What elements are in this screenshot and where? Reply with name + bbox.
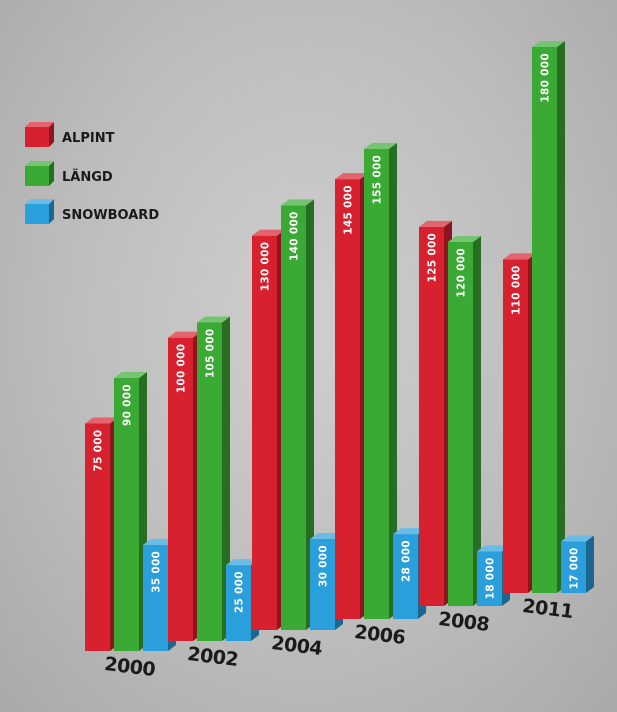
data-label: 18 000 bbox=[485, 557, 497, 599]
data-label: 25 000 bbox=[234, 571, 246, 613]
bar-side-face bbox=[306, 199, 314, 631]
bar-top-face bbox=[503, 253, 536, 260]
legend-swatch-top bbox=[25, 161, 54, 166]
legend-swatch bbox=[25, 127, 49, 147]
bar-front-face bbox=[114, 378, 139, 651]
bar-top-face bbox=[197, 316, 230, 323]
legend-swatch-side bbox=[49, 122, 54, 147]
bar-front-face bbox=[252, 235, 277, 630]
data-label: 105 000 bbox=[205, 329, 217, 379]
bar-top-face bbox=[364, 142, 397, 149]
bar-lngd-2008 bbox=[448, 236, 481, 606]
legend-item-alpint: ALPINT bbox=[25, 122, 115, 147]
bar-front-face bbox=[168, 337, 193, 641]
legend-swatch bbox=[25, 204, 49, 224]
bar-front-face bbox=[143, 544, 168, 651]
data-label: 28 000 bbox=[401, 540, 413, 582]
data-label: 120 000 bbox=[456, 248, 468, 298]
bar-top-face bbox=[393, 528, 426, 535]
data-label: 180 000 bbox=[540, 53, 552, 103]
data-label: 75 000 bbox=[93, 430, 105, 472]
data-label: 100 000 bbox=[176, 344, 188, 394]
bar-front-face bbox=[335, 179, 360, 619]
bar-front-face bbox=[448, 242, 473, 606]
data-label: 30 000 bbox=[318, 545, 330, 587]
bar-front-face bbox=[310, 539, 335, 630]
bar-front-face bbox=[393, 534, 418, 619]
legend-swatch bbox=[25, 166, 49, 186]
bar-front-face bbox=[561, 541, 586, 593]
bar-top-face bbox=[335, 173, 368, 180]
legend-swatch-side bbox=[49, 199, 54, 224]
data-label: 130 000 bbox=[260, 242, 272, 292]
bar-alpint-2006 bbox=[335, 173, 368, 619]
bar-snowboard-2011 bbox=[561, 535, 594, 593]
bar-lngd-2002 bbox=[197, 316, 230, 641]
bar-top-face bbox=[281, 199, 314, 206]
bar-front-face bbox=[419, 226, 444, 607]
bar-group-2008 bbox=[419, 220, 510, 607]
bar-group-2004 bbox=[252, 199, 343, 631]
bar-lngd-2004 bbox=[281, 199, 314, 631]
bar-group-2011 bbox=[503, 41, 594, 594]
bar-front-face bbox=[197, 322, 222, 641]
bar-top-face bbox=[448, 236, 481, 242]
data-label: 155 000 bbox=[372, 155, 384, 205]
bar-top-face bbox=[114, 372, 147, 378]
bar-top-face bbox=[143, 538, 176, 545]
bar-top-face bbox=[561, 535, 594, 542]
legend-swatch-side bbox=[49, 161, 54, 186]
legend-label: ALPINT bbox=[62, 131, 115, 146]
x-tick-label: 2000 bbox=[103, 653, 156, 681]
x-tick-label: 2006 bbox=[353, 621, 406, 649]
bar-lngd-2006 bbox=[364, 142, 397, 620]
bar-side-face bbox=[557, 41, 565, 593]
bar-group-2002 bbox=[168, 316, 259, 641]
bar-top-face bbox=[252, 229, 285, 236]
data-label: 35 000 bbox=[151, 551, 163, 593]
legend-swatch-top bbox=[25, 199, 54, 204]
legend-item-snowboard: SNOWBOARD bbox=[25, 199, 159, 224]
bar-side-face bbox=[389, 142, 397, 620]
x-tick-label: 2002 bbox=[186, 643, 239, 671]
bar-front-face bbox=[85, 423, 110, 651]
bar-top-face bbox=[226, 559, 259, 566]
bar-side-face bbox=[473, 236, 481, 606]
bar-front-face bbox=[477, 551, 502, 606]
data-label: 90 000 bbox=[122, 384, 134, 426]
x-tick-label: 2004 bbox=[270, 632, 323, 660]
bar-lngd-2000 bbox=[114, 372, 147, 651]
bar-top-face bbox=[419, 220, 452, 227]
bar-side-face bbox=[222, 316, 230, 641]
bar-front-face bbox=[364, 148, 389, 620]
data-label: 140 000 bbox=[289, 211, 301, 261]
data-label: 145 000 bbox=[343, 185, 355, 235]
data-label: 17 000 bbox=[569, 547, 581, 589]
legend-swatch-top bbox=[25, 122, 54, 127]
x-tick-label: 2008 bbox=[437, 608, 490, 636]
x-tick-label: 2011 bbox=[521, 595, 574, 623]
bar-lngd-2011 bbox=[532, 41, 565, 593]
bar-top-face bbox=[532, 41, 565, 47]
bar-top-face bbox=[168, 331, 201, 338]
bar-top-face bbox=[85, 417, 118, 424]
bar-front-face bbox=[281, 205, 306, 631]
data-label: 110 000 bbox=[511, 265, 523, 315]
bar-front-face bbox=[532, 47, 557, 593]
data-label: 125 000 bbox=[427, 233, 439, 283]
bar-top-face bbox=[310, 533, 343, 539]
bar-alpint-2000 bbox=[85, 417, 118, 651]
bar-front-face bbox=[503, 259, 528, 593]
bar-side-face bbox=[586, 535, 594, 593]
bar-front-face bbox=[226, 565, 251, 641]
legend-label: SNOWBOARD bbox=[62, 208, 159, 223]
bar-top-face bbox=[477, 545, 510, 552]
legend-label: LÄNGD bbox=[62, 169, 113, 185]
legend-item-lngd: LÄNGD bbox=[25, 161, 113, 186]
